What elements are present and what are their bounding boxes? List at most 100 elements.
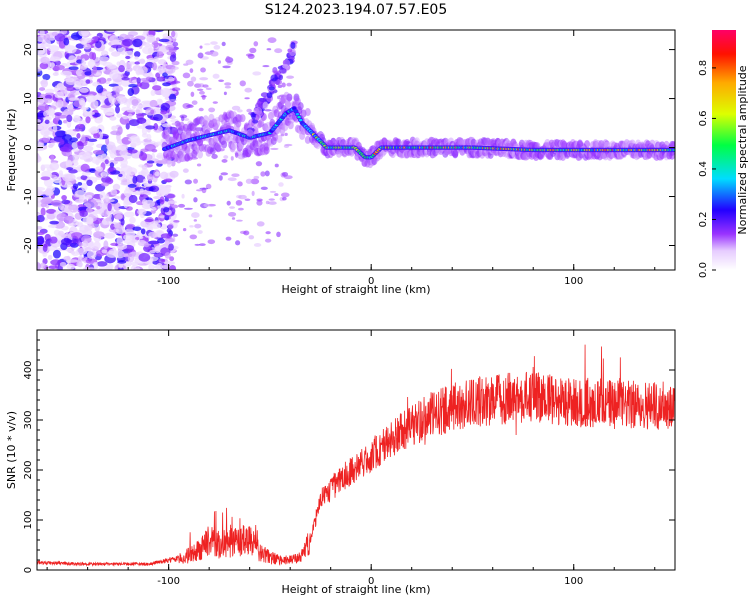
heatmap-cell [262,65,270,68]
heatmap-cell [52,249,61,259]
heatmap-cell [191,212,200,219]
heatmap-cell [269,190,277,193]
heatmap-cell [48,265,58,270]
heatmap-cell [297,115,301,119]
heatmap-cell [80,175,88,181]
colorbar-tick-label: 0.0 [698,262,709,278]
heatmap-cell [224,85,231,89]
heatmap-cell [164,127,171,136]
heatmap-cell [276,231,281,238]
heatmap-cell [79,65,87,70]
heatmap-cell [122,38,134,47]
heatmap-cell [160,102,171,111]
heatmap-cell [84,51,91,55]
heatmap-cell [107,64,117,69]
heatmap-cell [89,168,96,173]
heatmap-cell [153,220,161,224]
heatmap-cell [162,82,171,87]
snr-series-line [37,344,675,567]
heatmap-cell [148,231,159,238]
heatmap-cell [140,220,151,228]
heatmap-cell [146,133,152,141]
heatmap-cell [113,156,125,162]
heatmap-cell [155,72,161,79]
heatmap-cells [37,30,675,270]
heatmap-cell [168,243,174,251]
heatmap-cell [37,197,42,204]
figure-title: S124.2023.194.07.57.E05 [265,2,448,18]
heatmap-cell [88,127,100,134]
heatmap-cell [163,206,170,213]
heatmap-cell [584,140,591,149]
heatmap-cell [173,220,180,223]
heatmap-cell [183,118,190,121]
heatmap-cell [79,87,89,93]
heatmap-cell [85,116,91,124]
heatmap-cell [125,231,136,237]
heatmap-cell [66,114,73,123]
heatmap-cell [134,61,141,65]
heatmap-cell [139,58,146,65]
heatmap-cell [170,160,176,167]
heatmap-cell [284,132,288,137]
heatmap-cell [263,146,270,155]
heatmap-cell [38,87,46,91]
heatmap-cell [161,259,166,263]
heatmap-cell [78,30,90,37]
heatmap-cell [190,91,195,97]
heatmap-cell [85,79,91,84]
heatmap-cell [196,163,202,167]
heatmap-cell [129,216,136,224]
heatmap-cell [270,147,279,151]
heatmap-cell [153,30,164,33]
heatmap-cell [49,62,55,68]
heatmap-cell [69,242,79,248]
heatmap-cell [64,215,74,224]
spectrogram-frame [36,29,676,271]
heatmap-cell [283,144,290,149]
heatmap-cell [78,242,83,248]
heatmap-cell [50,154,55,162]
snr-xtick-label: 0 [368,576,374,587]
heatmap-cell [96,205,101,210]
heatmap-cell [110,51,121,57]
heatmap-cell [79,209,88,218]
heatmap-cell [193,197,198,203]
colorbar-tick-label: 0.2 [698,212,709,228]
heatmap-cell [113,223,121,229]
heatmap-cell [100,104,112,109]
heatmap-cell [65,159,73,167]
heatmap-cell [141,164,148,170]
heatmap-cell [44,88,55,94]
heatmap-cell [40,56,50,64]
heatmap-cell [150,89,156,97]
heatmap-cell [197,150,204,159]
heatmap-cell [66,167,74,171]
heatmap-cell [118,173,123,177]
heatmap-cell [167,223,174,230]
heatmap-cell [230,156,234,161]
snr-panel: -100 0 100 0 100 200 300 400 Height of straight… [5,329,676,596]
heatmap-cell [152,85,162,91]
heatmap-cell [180,115,185,122]
heatmap-cell [37,153,40,163]
heatmap-cell [98,77,107,84]
heatmap-cell [113,202,121,211]
heatmap-cell [50,259,62,266]
heatmap-cell [76,123,84,129]
heatmap-cell [194,223,202,229]
heatmap-cell [40,262,46,269]
heatmap-cell [51,31,58,37]
heatmap-cell [60,233,72,239]
spectrogram-ytick-label: 10 [23,92,34,105]
heatmap-cell [169,265,177,270]
heatmap-cell [279,68,287,74]
snr-ytick-label: 200 [23,460,34,479]
heatmap-cell [231,141,238,150]
heatmap-cell [255,161,263,167]
heatmap-cell [139,152,148,161]
heatmap-cell [49,236,58,244]
heatmap-cell [171,122,177,126]
heatmap-cell [152,62,158,71]
